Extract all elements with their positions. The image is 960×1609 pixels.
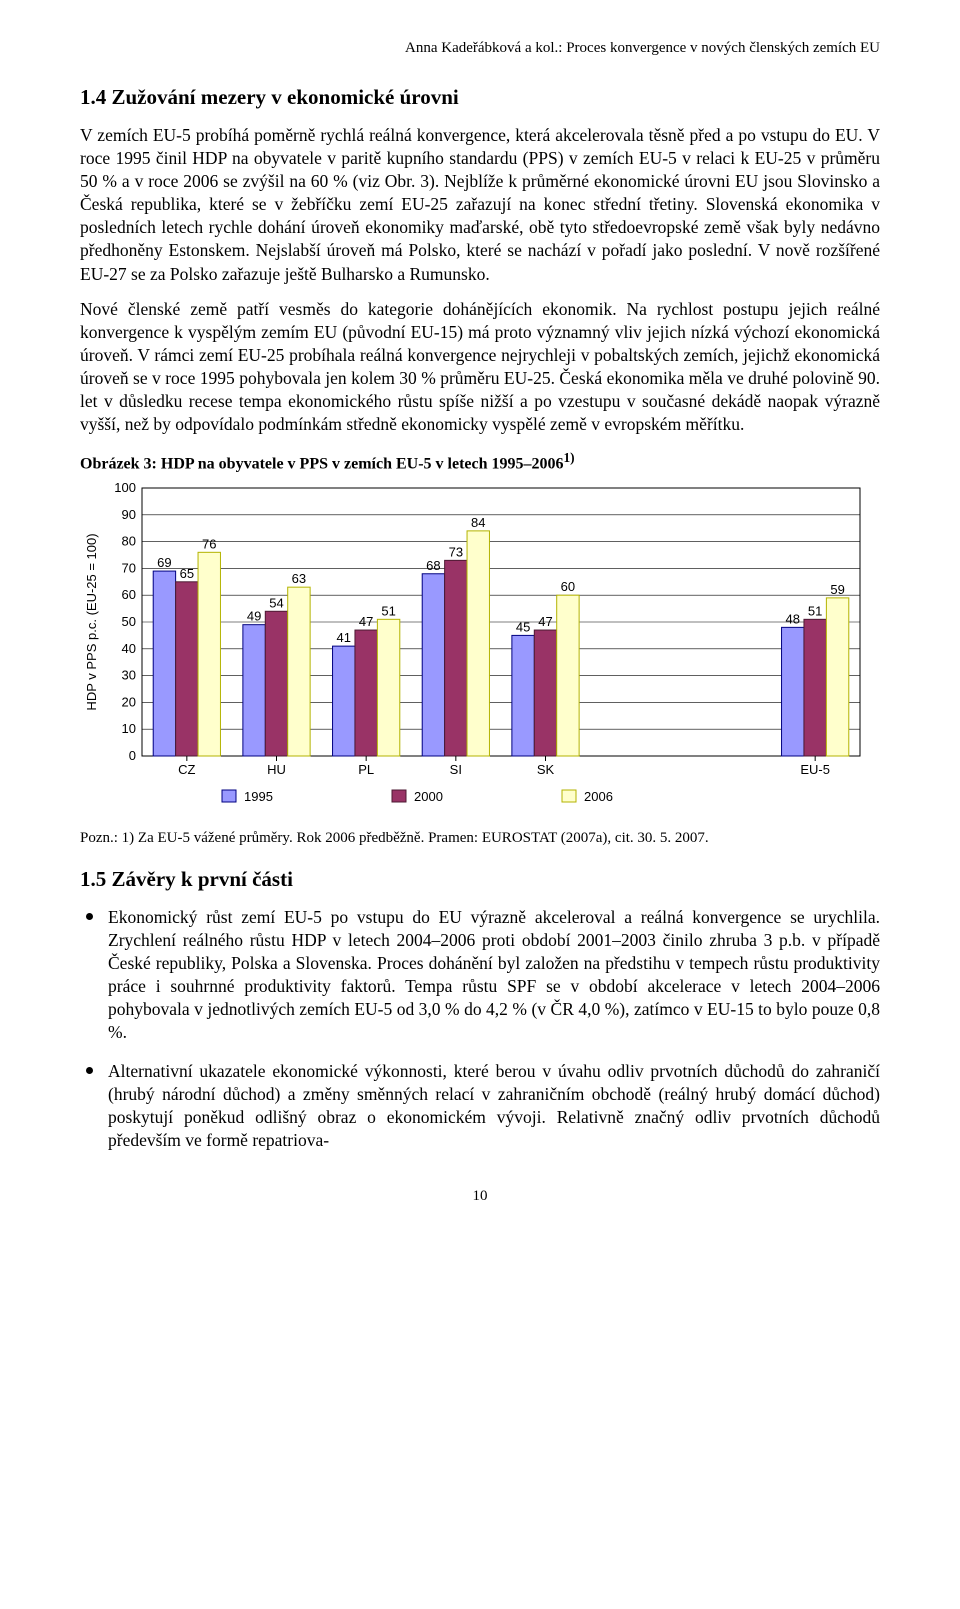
svg-text:70: 70	[122, 560, 136, 575]
svg-text:2000: 2000	[414, 789, 443, 804]
svg-text:80: 80	[122, 533, 136, 548]
svg-text:51: 51	[381, 603, 395, 618]
running-head: Anna Kadeřábková a kol.: Proces konverge…	[80, 40, 880, 57]
figure-3-chart: 0 10 20 30 40 50 60 70 80 90 100 HDP v PPS p.c. (EU…	[80, 480, 880, 824]
svg-text:SI: SI	[450, 762, 462, 777]
bar-chart-svg: 0 10 20 30 40 50 60 70 80 90 100 HDP v PPS p.c. (EU…	[80, 480, 870, 824]
svg-text:20: 20	[122, 694, 136, 709]
svg-text:60: 60	[561, 579, 575, 594]
svg-text:EU-5: EU-5	[800, 762, 830, 777]
svg-text:SK: SK	[537, 762, 555, 777]
svg-text:48: 48	[786, 611, 800, 626]
svg-text:63: 63	[292, 571, 306, 586]
svg-text:HU: HU	[267, 762, 286, 777]
svg-text:49: 49	[247, 608, 261, 623]
svg-text:90: 90	[122, 506, 136, 521]
svg-text:100: 100	[114, 480, 136, 495]
page-number: 10	[80, 1188, 880, 1205]
svg-text:CZ: CZ	[178, 762, 195, 777]
svg-text:54: 54	[269, 595, 283, 610]
svg-text:47: 47	[538, 614, 552, 629]
svg-text:1995: 1995	[244, 789, 273, 804]
svg-text:HDP v PPS p.c. (EU-25 = 100): HDP v PPS p.c. (EU-25 = 100)	[84, 533, 99, 710]
section-1-4-title: 1.4 Zužování mezery v ekonomické úrovni	[80, 85, 880, 110]
svg-text:41: 41	[337, 630, 351, 645]
svg-text:45: 45	[516, 619, 530, 634]
conclusions-list: Ekonomický růst zemí EU-5 po vstupu do E…	[80, 906, 880, 1153]
svg-text:65: 65	[180, 565, 194, 580]
paragraph-1: V zemích EU-5 probíhá poměrně rychlá reá…	[80, 124, 880, 286]
paragraph-2: Nové členské země patří vesměs do katego…	[80, 298, 880, 437]
figure-3-caption-text: Obrázek 3: HDP na obyvatele v PPS v zemí…	[80, 456, 564, 473]
figure-3-note: Pozn.: 1) Za EU-5 vážené průměry. Rok 20…	[80, 830, 880, 847]
svg-text:84: 84	[471, 514, 485, 529]
svg-text:10: 10	[122, 721, 136, 736]
svg-text:PL: PL	[358, 762, 374, 777]
svg-text:68: 68	[426, 557, 440, 572]
svg-text:59: 59	[830, 581, 844, 596]
section-1-5-title: 1.5 Závěry k první části	[80, 867, 880, 892]
svg-text:50: 50	[122, 614, 136, 629]
svg-text:40: 40	[122, 640, 136, 655]
svg-text:2006: 2006	[584, 789, 613, 804]
svg-text:60: 60	[122, 587, 136, 602]
svg-text:0: 0	[129, 748, 136, 763]
svg-text:69: 69	[157, 555, 171, 570]
svg-text:47: 47	[359, 614, 373, 629]
bullet-2: Alternativní ukazatele ekonomické výkonn…	[80, 1060, 880, 1152]
svg-text:76: 76	[202, 536, 216, 551]
figure-3-caption-sup: 1)	[564, 450, 575, 465]
svg-text:73: 73	[449, 544, 463, 559]
svg-text:51: 51	[808, 603, 822, 618]
figure-3-caption: Obrázek 3: HDP na obyvatele v PPS v zemí…	[80, 450, 880, 473]
svg-text:30: 30	[122, 667, 136, 682]
bullet-1: Ekonomický růst zemí EU-5 po vstupu do E…	[80, 906, 880, 1045]
